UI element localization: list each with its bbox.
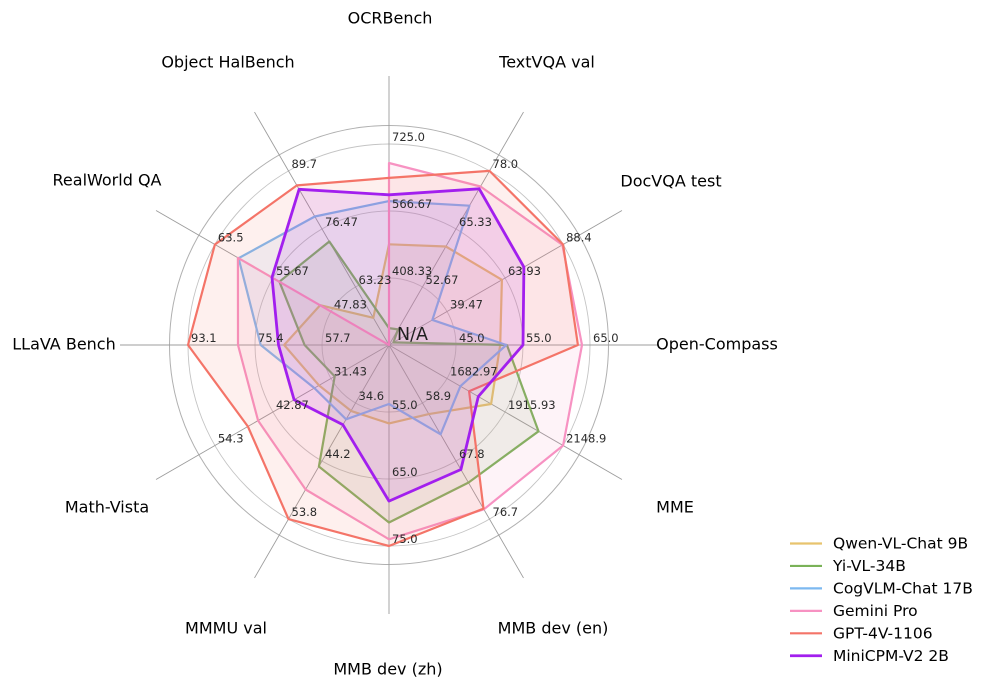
- axis-title-docvqa-test: DocVQA test: [620, 172, 721, 191]
- legend-item-gemini-pro: Gemini Pro: [790, 602, 918, 620]
- tick-label-docvqa-test-3: 88.4: [566, 231, 592, 245]
- legend-item-cogvlm-chat-17b: CogVLM-Chat 17B: [790, 579, 973, 597]
- tick-label-mme-1: 1682.97: [450, 365, 498, 379]
- tick-label-realworld-qa-1: 47.83: [334, 298, 367, 312]
- tick-label-object-halbench-1: 63.23: [359, 273, 392, 287]
- tick-label-object-halbench-3: 89.7: [292, 157, 318, 171]
- tick-label-math-vista-2: 42.87: [276, 398, 309, 412]
- tick-label-realworld-qa-2: 55.67: [276, 264, 309, 278]
- tick-label-open-compass-2: 55.0: [526, 331, 552, 345]
- tick-label-mmmu-val-3: 53.8: [292, 505, 318, 519]
- tick-label-mmmu-val-1: 34.6: [359, 389, 385, 403]
- series-line-gpt-4v-1106: [186, 169, 580, 548]
- tick-label-open-compass-3: 65.0: [593, 331, 619, 345]
- legend-label-gemini-pro: Gemini Pro: [833, 602, 918, 620]
- axis-title-math-vista: Math-Vista: [65, 498, 149, 517]
- axis-line-textvqa-val: [388, 111, 524, 346]
- legend-label-minicpm-v2-2b: MiniCPM-V2 2B: [833, 647, 949, 665]
- tick-label-docvqa-test-1: 39.47: [450, 298, 483, 312]
- axis-title-object-halbench: Object HalBench: [161, 53, 294, 72]
- tick-label-ocrbench-3: 725.0: [392, 130, 425, 144]
- tick-label-llava-bench-2: 75.4: [258, 331, 284, 345]
- axis-line-docvqa-test: [388, 210, 623, 346]
- tick-label-mmb-dev-en-3: 76.7: [493, 505, 519, 519]
- legend-label-cogvlm-chat-17b: CogVLM-Chat 17B: [833, 579, 973, 597]
- tick-label-mmmu-val-2: 44.2: [325, 447, 351, 461]
- axis-line-mme: [388, 344, 623, 480]
- legend-item-gpt-4v-1106: GPT-4V-1106: [790, 624, 933, 642]
- axis-title-mmmu-val: MMMU val: [185, 619, 267, 638]
- legend: Qwen-VL-Chat 9B Yi-VL-34B CogVLM-Chat 17B G…: [790, 535, 973, 665]
- axis-title-open-compass: Open-Compass: [656, 335, 778, 354]
- legend-label-yi-vl-34b: Yi-VL-34B: [832, 557, 906, 575]
- axis-title-mmb-dev-zh: MMB dev (zh): [333, 660, 442, 679]
- tick-label-llava-bench-3: 93.1: [191, 331, 217, 345]
- tick-label-mme-3: 2148.9: [566, 432, 606, 446]
- axis-line-object-halbench: [254, 111, 390, 346]
- legend-label-gpt-4v-1106: GPT-4V-1106: [833, 624, 933, 642]
- tick-label-mmb-dev-zh-3: 75.0: [392, 532, 418, 546]
- tick-label-math-vista-3: 54.3: [218, 432, 244, 446]
- series-line-minicpm-v2-2b: [270, 187, 526, 503]
- tick-label-mmb-dev-en-1: 58.9: [426, 389, 452, 403]
- series-fill-gemini-pro: [237, 163, 582, 540]
- tick-label-ocrbench-1: 408.33: [392, 264, 432, 278]
- legend-item-minicpm-v2-2b: MiniCPM-V2 2B: [790, 647, 949, 665]
- axis-line-mmb-dev-en: [388, 344, 524, 579]
- tick-label-textvqa-val-1: 52.67: [426, 273, 459, 287]
- legend-item-qwen-vl-chat-9b: Qwen-VL-Chat 9B: [790, 535, 968, 553]
- series-fill-gpt-4v-1106: [188, 170, 578, 546]
- axis-title-mme: MME: [656, 498, 694, 517]
- tick-label-textvqa-val-2: 65.33: [459, 215, 492, 229]
- tick-label-open-compass-1: 45.0: [459, 331, 485, 345]
- tick-label-realworld-qa-3: 63.5: [218, 231, 244, 245]
- tick-label-textvqa-val-3: 78.0: [493, 157, 519, 171]
- series-fill-minicpm-v2-2b: [272, 188, 524, 502]
- tick-label-docvqa-test-2: 63.93: [508, 264, 541, 278]
- series-fill-cogvlm-chat-17b: [238, 201, 507, 435]
- tick-label-object-halbench-2: 76.47: [325, 215, 358, 229]
- tick-label-ocrbench-2: 566.67: [392, 197, 432, 211]
- axis-title-llava-bench: LLaVA Bench: [12, 335, 115, 354]
- axis-title-realworld-qa: RealWorld QA: [53, 171, 162, 190]
- axis-title-ocrbench: OCRBench: [348, 9, 433, 28]
- tick-label-mmb-dev-en-2: 67.8: [459, 447, 485, 461]
- axis-title-textvqa-val: TextVQA val: [498, 53, 595, 72]
- tick-label-mmb-dev-zh-1: 55.0: [392, 398, 418, 412]
- center-na-label: N/A: [397, 325, 428, 345]
- legend-label-qwen-vl-chat-9b: Qwen-VL-Chat 9B: [833, 535, 968, 553]
- tick-label-math-vista-1: 31.43: [334, 365, 367, 379]
- axis-line-math-vista: [155, 344, 390, 480]
- legend-item-yi-vl-34b: Yi-VL-34B: [790, 557, 906, 575]
- tick-label-mme-2: 1915.93: [508, 398, 556, 412]
- axis-title-mmb-dev-en: MMB dev (en): [498, 619, 609, 638]
- series-fill-qwen-vl-chat-9b: [284, 244, 502, 424]
- axis-line-mmmu-val: [254, 344, 390, 579]
- series-fill-yi-vl-34b: [279, 241, 539, 523]
- tick-label-llava-bench-1: 57.7: [325, 331, 351, 345]
- tick-label-mmb-dev-zh-2: 65.0: [392, 465, 418, 479]
